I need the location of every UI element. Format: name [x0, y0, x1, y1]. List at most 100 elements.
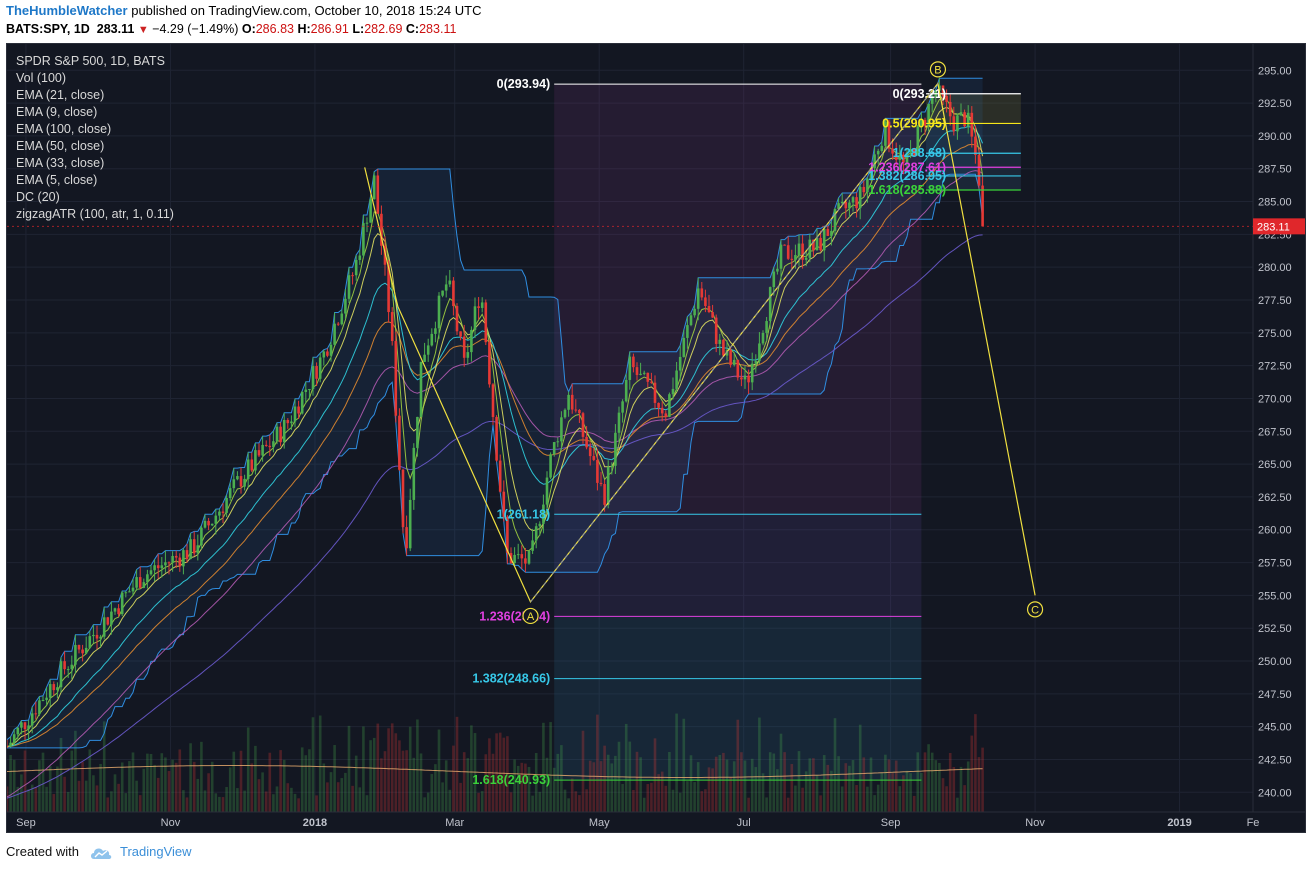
price-tick-label: 265.00 — [1258, 459, 1292, 471]
volume-bar — [401, 750, 405, 812]
volume-bar — [347, 725, 351, 812]
volume-bar — [682, 718, 686, 812]
legend-item[interactable]: EMA (5, close) — [16, 173, 98, 187]
chart-frame[interactable]: 0(293.94) 1(261.18) 1.236(253.4) 1.382(248.… — [6, 43, 1306, 833]
author-link[interactable]: TheHumbleWatcher — [6, 3, 128, 18]
legend-item[interactable]: SPDR S&P 500, 1D, BATS — [16, 54, 165, 68]
candle-body — [858, 186, 862, 209]
candle-body — [272, 441, 275, 448]
candle-body — [632, 356, 635, 368]
volume-bar — [952, 766, 956, 812]
legend-item[interactable]: EMA (21, close) — [16, 88, 105, 102]
volume-bar — [624, 723, 628, 812]
volume-bar — [27, 789, 30, 812]
candle-body — [437, 295, 441, 329]
candle-body — [736, 359, 740, 378]
volume-bar — [588, 760, 592, 812]
volume-bar — [218, 796, 221, 812]
candle-body — [300, 392, 304, 414]
candle-body — [66, 669, 70, 671]
volume-bar — [308, 749, 311, 812]
wave-marker-circle — [929, 61, 947, 78]
low-label: L: — [352, 22, 365, 36]
volume-bars — [7, 713, 984, 812]
volume-bar — [351, 785, 354, 812]
volume-bar — [826, 764, 830, 812]
volume-bar — [974, 714, 977, 812]
candle-body — [293, 406, 297, 422]
price-chart[interactable]: 0(293.94) 1(261.18) 1.236(253.4) 1.382(248.… — [7, 44, 1305, 832]
candle-body — [27, 725, 30, 730]
volume-bar — [812, 758, 815, 812]
candle-body — [963, 112, 966, 127]
volume-bar — [981, 747, 984, 812]
candle-body — [63, 661, 66, 670]
volume-bar — [210, 761, 214, 812]
volume-bar — [207, 773, 210, 812]
volume-bar — [221, 797, 225, 812]
volume-bar — [290, 787, 293, 812]
candle-body — [326, 351, 329, 356]
candle-body — [41, 699, 45, 701]
volume-bar — [362, 726, 365, 812]
price-change: −4.29 (−1.49%) — [152, 22, 239, 36]
legend-item[interactable]: EMA (9, close) — [16, 105, 98, 119]
candle-body — [16, 727, 20, 735]
volume-bar — [815, 775, 819, 812]
volume-bar — [801, 787, 804, 812]
candle-body — [873, 154, 876, 169]
legend-item[interactable]: Vol (100) — [16, 71, 67, 85]
volume-bar — [718, 754, 722, 812]
fib-levels: 0(293.94) 1(261.18) 1.236(253.4) 1.382(248.… — [472, 77, 1021, 787]
candle-body — [578, 410, 581, 414]
candle-body — [419, 361, 423, 417]
volume-bar — [736, 719, 740, 812]
volume-bar — [156, 777, 160, 812]
legend-item[interactable]: EMA (50, close) — [16, 139, 105, 153]
candle-body — [347, 275, 351, 299]
candle-body — [358, 255, 362, 260]
volume-bar — [592, 762, 596, 812]
candle-body — [434, 328, 437, 334]
volume-bar — [203, 790, 207, 812]
candle-body — [588, 447, 592, 457]
candle-body — [617, 412, 621, 433]
legend-item[interactable]: DC (20) — [16, 190, 60, 204]
candle-body — [282, 419, 286, 443]
volume-bar — [603, 745, 606, 812]
volume-bar — [77, 780, 81, 812]
legend-item[interactable]: EMA (100, close) — [16, 122, 112, 136]
candle-body — [974, 136, 977, 155]
candle-body — [819, 237, 822, 251]
volume-bar — [722, 752, 725, 812]
price-tick-label: 280.00 — [1258, 262, 1292, 274]
tradingview-link[interactable]: TradingView — [120, 844, 192, 859]
candle-body — [275, 426, 279, 442]
candle-body — [74, 644, 77, 665]
candle-body — [722, 339, 725, 356]
volume-bar — [419, 753, 423, 812]
legend-item[interactable]: EMA (33, close) — [16, 156, 105, 170]
candle-body — [304, 389, 308, 393]
legend-item[interactable]: zigzagATR (100, atr, 1, 0.11) — [16, 207, 174, 221]
candle-body — [261, 444, 264, 456]
candle-body — [380, 213, 383, 246]
volume-bar — [376, 723, 380, 812]
price-tick-label: 290.00 — [1258, 131, 1292, 143]
candle-body — [603, 484, 606, 505]
price-tick-label: 252.50 — [1258, 623, 1292, 635]
candle-body — [7, 746, 9, 748]
volume-bar — [761, 773, 765, 812]
volume-bar — [855, 785, 858, 812]
candle-body — [801, 243, 804, 260]
volume-bar — [610, 763, 614, 812]
candle-body — [660, 407, 664, 414]
wave-marker-circle — [1026, 601, 1044, 618]
candle-body — [88, 636, 92, 648]
close-value: 283.11 — [419, 22, 457, 36]
price-axis: 295.00292.50290.00287.50285.00282.50280.… — [1252, 44, 1305, 832]
candle-body — [552, 442, 556, 455]
volume-bar — [149, 754, 153, 812]
volume-bar — [898, 786, 902, 812]
price-tick-label: 250.00 — [1258, 656, 1292, 668]
